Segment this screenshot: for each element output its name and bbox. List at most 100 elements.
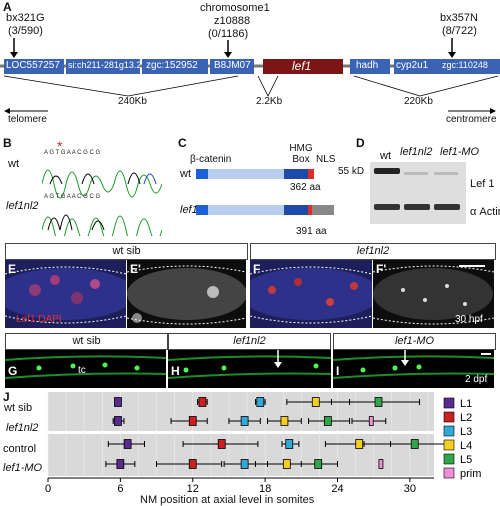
x-tick-label: 12 [187,483,199,495]
legend-swatch-prim [443,467,455,479]
legend-swatch-L3 [443,425,455,437]
image-e-prime [127,260,246,328]
box-L3 [256,397,265,407]
panel-e-prime-letter: E' [130,262,141,276]
box-L1 [114,416,122,426]
panel-a-map [0,38,500,114]
box-L5 [323,416,332,426]
box-L4 [280,416,289,426]
panel-e-title: wt sib [5,243,248,260]
box-L5 [410,439,419,449]
box-prim [368,416,374,426]
legend-label-L4: L4 [460,440,472,452]
marker-3-ratio: (8/722) [442,25,477,37]
row-wt-sib: wt sib [4,402,33,414]
marker-3-name: bx357N [440,12,478,24]
protein-mut-length: 391 aa [296,226,327,237]
chromatogram: A G T G A A C G C G A G T G A A C G C G [42,150,162,236]
panel-e-letter: E [8,262,17,276]
box-L3 [285,439,294,449]
legend-swatch-L5 [443,453,455,465]
legend-label-L1: L1 [460,398,472,410]
box-prim [378,459,384,469]
gene-9: zgc:110248 [442,60,488,70]
trace-mutant-label: lef1nl2 [6,200,39,212]
box-L1 [123,439,132,449]
trace-wt-label: wt [8,158,19,170]
panel-c-letter: C [178,136,187,150]
panel-g-title: wt sib [5,333,168,350]
domain-nls: NLS [316,154,336,165]
marker-2-name: z10888 [214,15,251,27]
legend-swatch-L2 [443,411,455,423]
distance-2: 2.2Kb [256,96,283,107]
band-lef1-label: Lef 1 [470,178,495,190]
box-L2 [217,439,226,449]
row-control: control [3,443,37,455]
stain-label: Lef1 DAPI [16,314,62,325]
panel-j-letter: J [3,390,10,404]
western-blot [370,162,466,224]
legend-label-L3: L3 [460,426,472,438]
box-L1 [116,459,125,469]
marker-2-chromosome: chromosome1 [200,2,270,14]
box-L4 [355,439,364,449]
domain-bcat: β-catenin [190,154,232,165]
gene-1: LOC557257 [6,60,60,71]
x-axis-label: NM position at axial level in somites [140,494,315,506]
x-tick-label: 24 [331,483,343,495]
panel-b-letter: B [3,136,12,150]
gene-3: zgc:152952 [146,60,198,71]
domain-hmg: HMG Box [289,143,313,165]
image-f-prime [373,260,494,328]
legend-label-L2: L2 [460,412,472,424]
svg-text:A G T G A A C G C G: A G T G A A C G C G [44,194,100,200]
panel-i-letter: I [336,364,340,378]
panel-f-prime-letter: F' [376,262,387,276]
x-tick-label: 30 [404,483,416,495]
box-L5 [374,397,383,407]
svg-text:A G T G A A C G C G: A G T G A A C G C G [44,150,100,156]
panel-h-letter: H [171,364,180,378]
box-L4 [282,459,291,469]
box-L2 [188,416,197,426]
panel-f-letter: F [253,262,261,276]
box-L2 [188,459,197,469]
panel-g-letter: G [8,364,18,378]
gene-lef1: lef1 [292,59,312,73]
box-L1 [114,397,122,407]
legend-swatch-L4 [443,439,455,451]
box-L4 [311,397,320,407]
image-f [250,260,372,328]
legend-swatch-L1 [443,397,455,409]
panel-i-title: lef1-MO [333,333,496,350]
marker-1-ratio: (3/590) [8,25,43,37]
gene-7: cyp2u1 [396,60,429,71]
x-tick-label: 6 [117,483,123,495]
panel-j-chart: 0 6 12 18 24 30 L1 L2 L3 L4 L5 prim [45,392,481,495]
row-lef1-mut: lef1nl2 [6,422,39,434]
gene-2: si:ch211-281g13.2 [68,60,142,70]
x-tick-label: 0 [45,483,51,495]
gene-4: B8JM07 [214,60,251,71]
box-L3 [240,459,249,469]
mutation-star: * [57,138,63,154]
box-L2 [198,397,207,407]
marker-2-ratio: (0/1186) [208,28,249,40]
panel-h-title: lef1nl2 [168,333,331,350]
group-2-bg [48,434,434,476]
legend-label-prim: prim [460,468,481,480]
protein-wt-length: 362 aa [290,182,321,193]
panel-a-letter: A [3,0,12,14]
image-h [168,350,331,388]
stage-2dpf: 2 dpf [465,374,488,385]
x-tick-label: 18 [259,483,271,495]
lane-wt: wt [380,150,391,162]
telomere-label: telomere [8,114,47,125]
image-i [333,350,494,388]
distance-1: 240Kb [118,96,147,107]
tc-label: tc [78,365,86,376]
legend-label-L5: L5 [460,454,472,466]
distance-3: 220Kb [404,96,433,107]
image-g [5,350,166,388]
